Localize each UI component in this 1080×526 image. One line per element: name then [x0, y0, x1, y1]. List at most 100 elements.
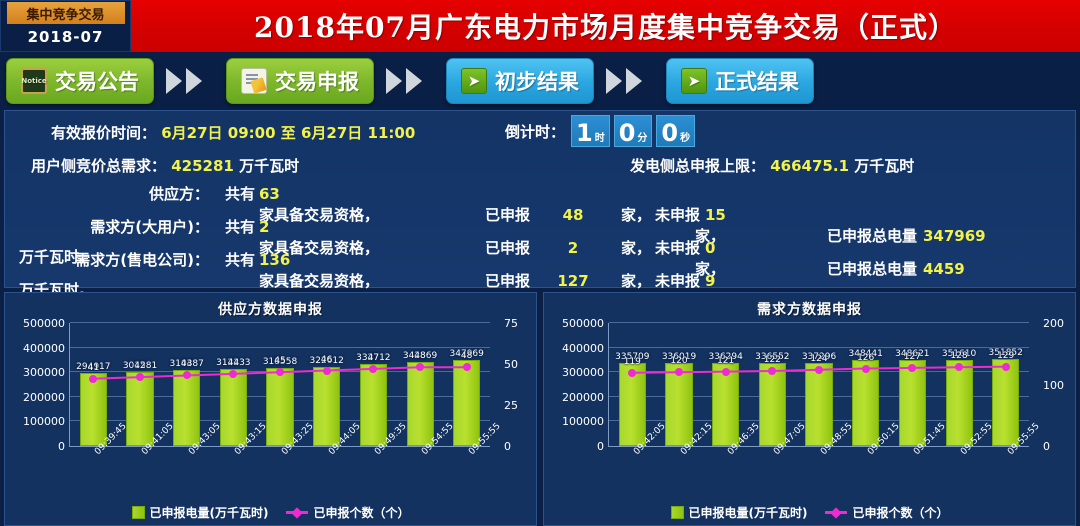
bar[interactable]: [852, 360, 880, 446]
line-point[interactable]: [674, 368, 683, 377]
step-button-trade-declaration[interactable]: 交易申报: [226, 58, 374, 104]
bar[interactable]: [173, 369, 201, 446]
line-point[interactable]: [1001, 362, 1010, 371]
month-badge: 集中竞争交易 2018-07: [0, 0, 131, 52]
step-button-trade-announcement[interactable]: Notice 交易公告: [6, 58, 154, 104]
bar-slot: 310487: [163, 323, 210, 446]
y2-axis-tick-label: 25: [504, 399, 518, 413]
stat-undeclared-label-1: 未申报: [655, 239, 701, 257]
month-badge-month: 2018-07: [27, 28, 104, 46]
bar-value-label: 335709: [615, 352, 650, 363]
line-point-label: 42: [134, 361, 146, 372]
line-point[interactable]: [369, 364, 378, 373]
bar[interactable]: [618, 363, 646, 446]
bar[interactable]: [898, 360, 926, 446]
bar-slot: 348621: [889, 323, 936, 446]
legend-label-line: 已申报个数（个）: [313, 506, 410, 520]
legend-swatch-line-icon: [286, 511, 309, 514]
line-point-label: 122: [763, 354, 781, 365]
gridline: [609, 322, 1029, 323]
bar[interactable]: [313, 366, 341, 446]
step-button-preliminary-result[interactable]: ➤ 初步结果: [446, 58, 594, 104]
stat-name-2: 需求方(售电公司)：: [75, 251, 209, 269]
y2-axis-tick-label: 75: [504, 317, 518, 330]
legend-item-bar[interactable]: 已申报电量(万千瓦时): [670, 504, 807, 521]
bar[interactable]: [453, 360, 481, 446]
y2-axis-tick-label: 0: [504, 440, 511, 453]
line-series: [609, 323, 1029, 446]
stat-declared-label-0: 已申报: [485, 206, 531, 224]
stat-qualified-0: 家具备交易资格，: [259, 206, 380, 224]
line-point[interactable]: [182, 371, 191, 380]
bar-slot: 335709: [609, 323, 656, 446]
line-point[interactable]: [135, 373, 144, 382]
line-point-label: 41: [87, 362, 100, 373]
line-point-label: 121: [717, 355, 735, 366]
bar-value-label: 336019: [661, 352, 697, 363]
line-point[interactable]: [229, 369, 238, 378]
line-point[interactable]: [322, 366, 331, 375]
legend-item-line[interactable]: 已申报个数（个）: [286, 504, 410, 521]
bar-value-label: 342869: [402, 350, 438, 361]
y-axis-tick-label: 0: [58, 440, 65, 453]
stat-undeclared-label-0: 未申报: [655, 206, 701, 224]
stat-qualified-2: 家具备交易资格，: [259, 272, 380, 290]
bar[interactable]: [758, 363, 786, 446]
bar[interactable]: [945, 359, 973, 446]
bar-slot: 337296: [796, 323, 843, 446]
line-point[interactable]: [908, 363, 917, 372]
line-point[interactable]: [276, 368, 284, 377]
stat-undeclared-unit-0: 家，: [695, 227, 726, 245]
bar[interactable]: [126, 371, 154, 446]
bar-value-label: 337296: [801, 352, 837, 363]
bar-series: 294917 301581 310487 312233 318558 322612 3327…: [70, 323, 490, 446]
countdown-hours-unit: 时: [594, 133, 605, 144]
stat-energy-unit-0: 万千瓦时。: [19, 248, 95, 266]
line-point[interactable]: [768, 366, 777, 375]
countdown-seconds: 0 秒: [656, 115, 696, 147]
line-point[interactable]: [628, 368, 637, 377]
y-axis-tick-label: 200000: [562, 390, 604, 404]
bar[interactable]: [219, 369, 247, 446]
bar[interactable]: [359, 364, 387, 446]
bar-value-label: 336552: [755, 352, 790, 363]
line-point[interactable]: [462, 363, 471, 372]
stat-total-1: 2: [259, 217, 270, 236]
bar[interactable]: [79, 373, 107, 446]
stat-energy-1: 4459: [923, 259, 965, 278]
line-point[interactable]: [815, 365, 823, 374]
line-point[interactable]: [721, 367, 730, 376]
legend-item-line[interactable]: 已申报个数（个）: [825, 504, 949, 521]
line-point[interactable]: [89, 374, 98, 383]
bar[interactable]: [992, 359, 1020, 446]
stat-declared-0: 48: [562, 205, 584, 224]
bar-value-label: 294917: [76, 362, 111, 373]
y-axis-tick-label: 100000: [562, 415, 604, 429]
countdown-hours-value: 1: [576, 119, 593, 147]
y2-axis-tick-label: 50: [504, 358, 518, 372]
stat-declared-unit-2: 家，: [621, 272, 652, 290]
stat-declared-label-1: 已申报: [485, 239, 531, 257]
legend-item-bar[interactable]: 已申报电量(万千瓦时): [131, 504, 268, 521]
charts-area: 供应方数据申报 294917 301581 310487 312233 318558 32…: [0, 292, 1080, 526]
line-point-label: 128: [950, 351, 968, 362]
step-button-official-result[interactable]: ➤ 正式结果: [666, 58, 814, 104]
line-point[interactable]: [861, 364, 870, 373]
supply-cap-unit: 万千瓦时: [854, 157, 915, 175]
step-label-0: 交易公告: [55, 70, 139, 94]
line-point[interactable]: [955, 363, 963, 372]
stat-energy-label-1: 已申报总电量: [827, 260, 918, 278]
stat-energy-label-0: 已申报总电量: [827, 227, 918, 245]
bar[interactable]: [406, 361, 434, 446]
line-point[interactable]: [416, 363, 424, 372]
bar[interactable]: [665, 363, 693, 446]
y2-axis-tick-label: 100: [1043, 378, 1064, 392]
totals-row: 用户侧竞价总需求： 425281 万千瓦时 发电侧总申报上限： 466475.1…: [5, 149, 1075, 181]
arrow-box-icon-2: ➤: [681, 68, 707, 94]
line-point-label: 43: [180, 359, 193, 370]
bar[interactable]: [805, 363, 833, 446]
bar[interactable]: [712, 363, 740, 446]
bar[interactable]: [266, 367, 294, 446]
bar-value-label: 347969: [449, 349, 484, 360]
stat-undeclared-2: 9: [705, 271, 716, 290]
